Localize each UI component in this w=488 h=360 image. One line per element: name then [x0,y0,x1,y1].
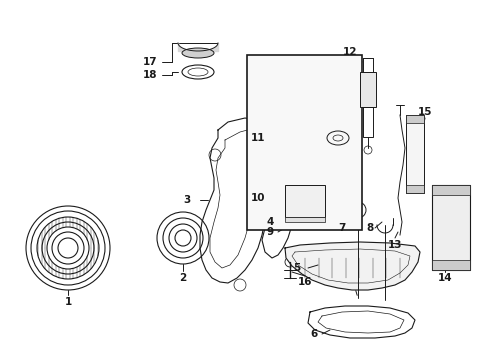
Text: 13: 13 [387,240,402,250]
Bar [431,185,469,195]
Bar [431,260,469,270]
Text: 4: 4 [266,217,273,227]
Text: 3: 3 [183,195,190,205]
Bar [285,217,325,222]
Text: 11: 11 [250,133,264,143]
Text: 2: 2 [179,273,186,283]
Ellipse shape [182,48,214,58]
Text: 10: 10 [250,193,264,203]
Text: 18: 18 [142,70,157,80]
Text: 7: 7 [338,223,345,233]
Text: 1: 1 [64,297,71,307]
Circle shape [58,238,78,258]
Bar [405,185,423,193]
Bar [405,115,423,193]
Bar [431,185,469,270]
Text: 8: 8 [366,223,373,233]
Bar [359,72,375,107]
Bar [246,55,361,230]
Text: 15: 15 [417,107,431,117]
Bar [285,185,325,217]
Text: 12: 12 [342,47,357,57]
Polygon shape [285,242,419,290]
Text: 17: 17 [142,57,157,67]
Circle shape [175,230,191,246]
Text: 16: 16 [297,277,312,287]
Bar [405,115,423,123]
Text: 9: 9 [266,227,273,237]
Bar [362,107,372,137]
Text: 5: 5 [293,263,300,273]
Text: 6: 6 [310,329,317,339]
Text: 14: 14 [437,273,451,283]
